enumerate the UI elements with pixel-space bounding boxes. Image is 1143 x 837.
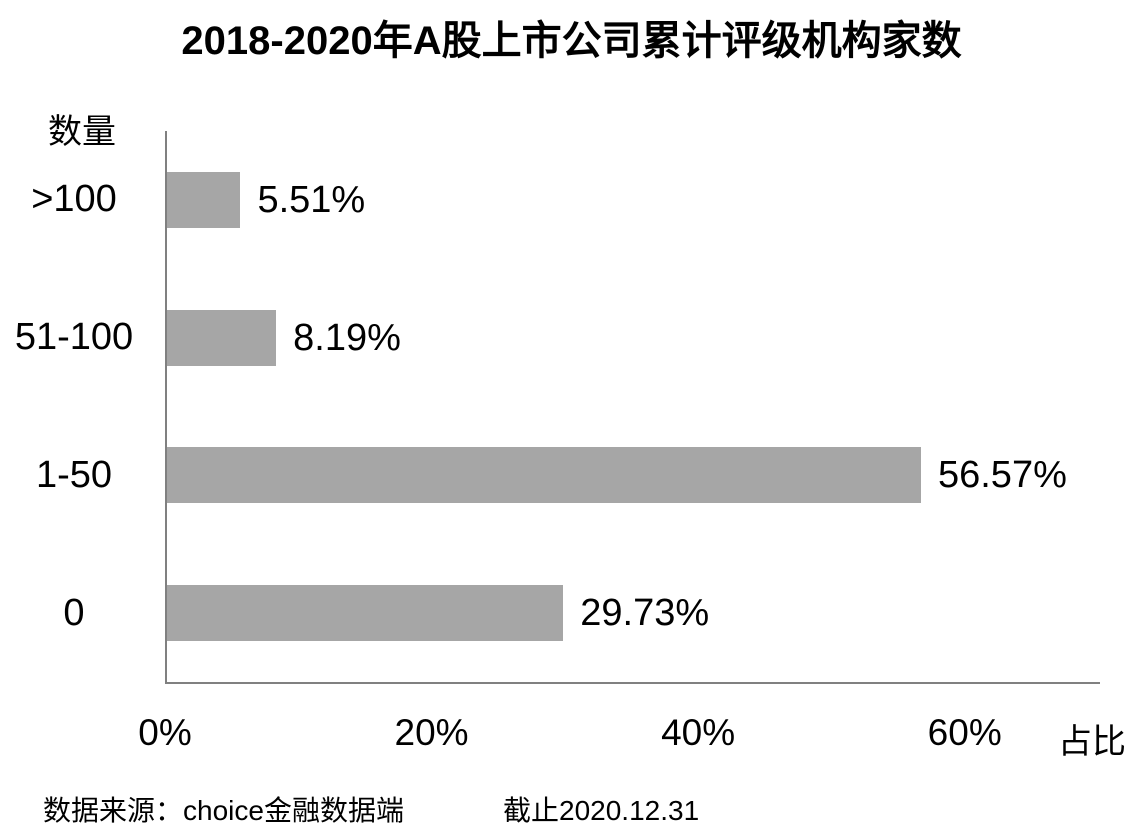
x-axis-title: 占比: [1058, 723, 1126, 761]
plot-area: 5.51% 8.19% 56.57% 29.73%: [165, 131, 1100, 684]
x-tick-label: 0%: [138, 712, 192, 753]
chart-title: 2018-2020年A股上市公司累计评级机构家数: [181, 19, 962, 63]
bar: [167, 585, 564, 642]
x-tick-label: 20%: [394, 712, 469, 753]
data-source-note: 数据来源：choice金融数据端: [43, 795, 404, 826]
bar: [167, 447, 921, 504]
y-axis-title: 数量: [48, 113, 116, 151]
category-label: 51-100: [14, 316, 134, 359]
category-label: 1-50: [35, 453, 113, 496]
x-tick-label: 60%: [927, 712, 1002, 753]
bar-row: 56.57%: [167, 407, 1100, 545]
x-tick-label: 40%: [661, 712, 736, 753]
bar-row: 8.19%: [167, 269, 1100, 407]
value-label: 8.19%: [293, 316, 401, 359]
value-label: 5.51%: [257, 178, 366, 221]
value-label: 56.57%: [937, 454, 1067, 497]
bar: [167, 309, 277, 366]
value-label: 29.73%: [580, 592, 710, 635]
x-axis-ticks: 0% 20% 40% 60%: [138, 712, 1098, 758]
bar-row: 29.73%: [167, 544, 1100, 682]
category-axis: >100 51-100 1-50 0: [0, 131, 148, 682]
bar-row: 5.51%: [167, 131, 1100, 269]
category-label: 0: [63, 591, 85, 634]
bar: [167, 171, 241, 228]
category-label: >100: [31, 178, 117, 221]
data-cutoff-note: 截止2020.12.31: [503, 795, 700, 826]
footer: 数据来源：choice金融数据端 截止2020.12.31: [0, 789, 1143, 831]
